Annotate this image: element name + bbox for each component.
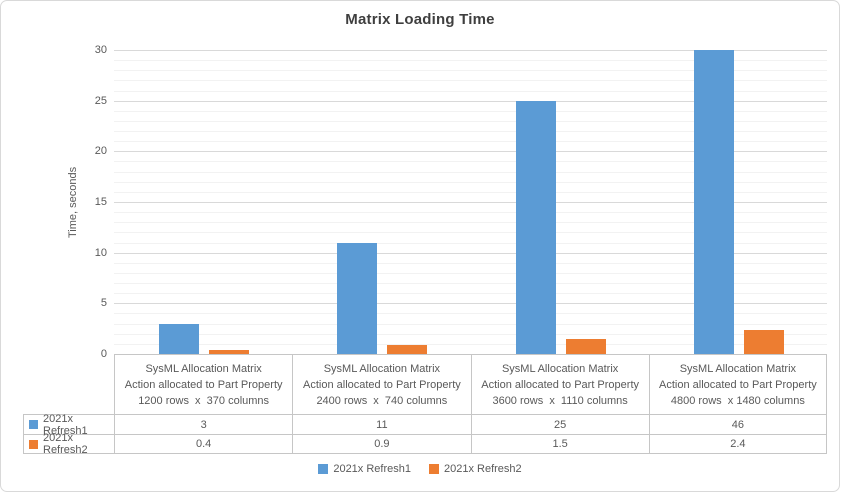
value-cell: 46	[648, 414, 827, 434]
minor-gridline	[114, 121, 827, 122]
minor-gridline	[114, 172, 827, 173]
category-header-cell: SysML Allocation Matrix Action allocated …	[114, 354, 293, 414]
minor-gridline	[114, 182, 827, 183]
category-line: 3600 rows x 1110 columns	[492, 394, 628, 407]
major-gridline	[114, 202, 827, 203]
minor-gridline	[114, 70, 827, 71]
bar-2021x-refresh2	[209, 350, 249, 354]
minor-gridline	[114, 212, 827, 213]
category-line: SysML Allocation Matrix	[679, 362, 797, 375]
bar-2021x-refresh2	[565, 339, 606, 354]
value-cell: 11	[292, 414, 471, 434]
category-line: Action allocated to Part Property	[124, 378, 283, 391]
series-name: 2021x Refresh1	[43, 412, 88, 437]
category-line: 2400 rows x 740 columns	[316, 394, 448, 407]
minor-gridline	[114, 283, 827, 284]
bar-2021x-refresh1	[693, 50, 734, 354]
category-line: Action allocated to Part Property	[481, 378, 639, 391]
minor-gridline	[114, 141, 827, 142]
category-header-cell: SysML Allocation Matrix Action allocated …	[648, 354, 827, 414]
bar-2021x-refresh1	[159, 324, 199, 354]
minor-gridline	[114, 232, 827, 233]
category-line: 1200 rows x 370 columns	[138, 394, 270, 407]
minor-gridline	[114, 334, 827, 335]
minor-gridline	[114, 222, 827, 223]
y-tick-label: 25	[94, 95, 107, 107]
legend-label: 2021x Refresh2	[444, 463, 522, 475]
legend-swatch-icon	[318, 464, 329, 474]
y-axis-tick-labels: 0 5 10 15 20 25 30	[1, 44, 107, 360]
legend-swatch-icon	[429, 464, 439, 474]
chart-data-table: SysML Allocation Matrix Action allocated …	[23, 354, 827, 456]
category-line: Action allocated to Part Property	[303, 378, 461, 391]
minor-gridline	[114, 263, 827, 264]
y-tick-label: 5	[100, 297, 107, 309]
major-gridline	[114, 151, 827, 152]
series-row-header: 2021x Refresh2	[23, 432, 114, 456]
major-gridline	[114, 101, 827, 102]
y-tick-label: 10	[94, 247, 107, 259]
minor-gridline	[114, 243, 827, 244]
minor-gridline	[114, 131, 827, 132]
minor-gridline	[114, 273, 827, 274]
plot-area	[114, 50, 827, 354]
legend-item: 2021x Refresh2	[429, 463, 522, 475]
bar-group	[114, 50, 292, 354]
bar-2021x-refresh1	[515, 101, 556, 354]
category-line: SysML Allocation Matrix	[501, 362, 619, 375]
minor-gridline	[114, 344, 827, 345]
value-cell: 0.9	[292, 434, 471, 454]
category-line: 4800 rows x 1480 columns	[670, 394, 805, 407]
bar-2021x-refresh1	[337, 243, 378, 354]
legend-label: 2021x Refresh1	[333, 463, 411, 475]
major-gridline	[114, 253, 827, 254]
series-name: 2021x Refresh2	[43, 432, 88, 456]
category-header-cell: SysML Allocation Matrix Action allocated …	[292, 354, 471, 414]
legend-swatch-icon	[29, 439, 38, 449]
value-cell: 0.4	[114, 434, 293, 454]
major-gridline	[114, 50, 827, 51]
series-row-header: 2021x Refresh1	[23, 412, 114, 437]
minor-gridline	[114, 313, 827, 314]
category-line: Action allocated to Part Property	[659, 378, 817, 391]
bar-group	[649, 50, 827, 354]
value-cell: 3	[114, 414, 293, 434]
minor-gridline	[114, 91, 827, 92]
value-cell: 1.5	[470, 434, 649, 454]
chart-title: Matrix Loading Time	[345, 11, 495, 28]
minor-gridline	[114, 293, 827, 294]
y-tick-label: 0	[100, 348, 107, 360]
bar-group	[471, 50, 649, 354]
legend-item: 2021x Refresh1	[318, 463, 411, 475]
bar-group	[292, 50, 470, 354]
value-cell: 25	[470, 414, 649, 434]
bar-2021x-refresh2	[387, 345, 428, 354]
minor-gridline	[114, 192, 827, 193]
category-line: SysML Allocation Matrix	[323, 362, 441, 375]
legend-swatch-icon	[29, 420, 38, 429]
value-cell: 2.4	[648, 434, 827, 454]
minor-gridline	[114, 111, 827, 112]
major-gridline	[114, 303, 827, 304]
chart-legend: 2021x Refresh1 2021x Refresh2	[1, 463, 839, 475]
minor-gridline	[114, 161, 827, 162]
minor-gridline	[114, 324, 827, 325]
y-tick-label: 30	[94, 44, 107, 56]
table-corner-cell	[23, 354, 114, 414]
y-tick-label: 20	[94, 145, 107, 157]
category-header-cell: SysML Allocation Matrix Action allocated …	[470, 354, 649, 414]
minor-gridline	[114, 80, 827, 81]
category-line: SysML Allocation Matrix	[145, 362, 262, 375]
bar-2021x-refresh2	[743, 330, 784, 354]
y-tick-label: 15	[94, 196, 107, 208]
minor-gridline	[114, 60, 827, 61]
